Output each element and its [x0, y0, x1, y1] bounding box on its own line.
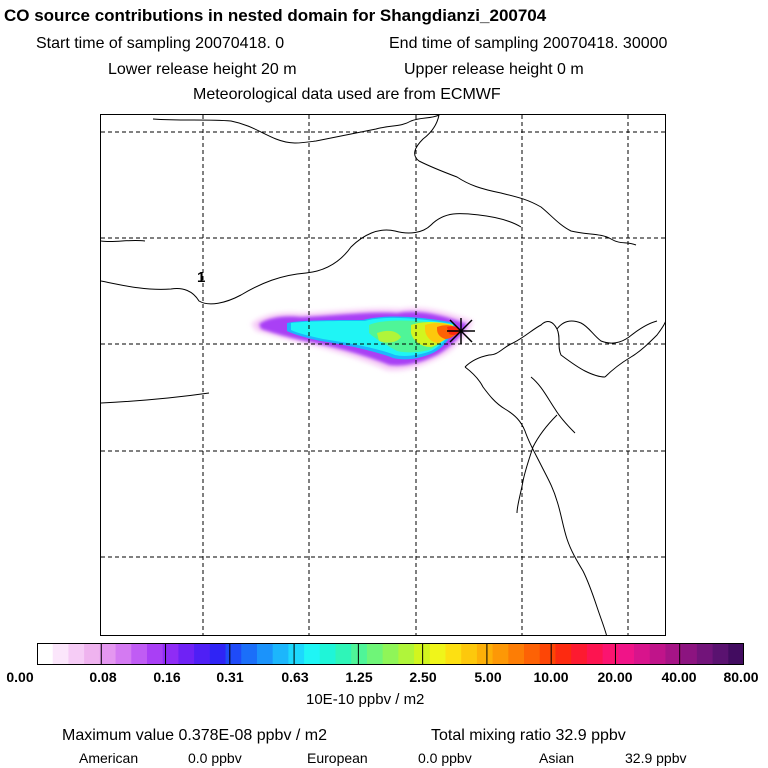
total-mixing-ratio-text: Total mixing ratio 32.9 ppbv [431, 727, 626, 744]
colorbar-tick: 1.25 [345, 669, 373, 685]
map-canvas: 1 [101, 115, 665, 635]
colorbar-unit: 10E-10 ppbv / m2 [306, 691, 425, 708]
colorbar-tick: 0.63 [281, 669, 309, 685]
colorbar-scale [37, 643, 745, 665]
receptor-marker [447, 318, 475, 344]
colorbar-swatch [351, 643, 368, 665]
colorbar-swatch [366, 643, 384, 665]
colorbar-swatch [461, 643, 478, 665]
colorbar-swatch [304, 643, 321, 665]
colorbar-swatch [241, 643, 258, 665]
start-time-text: Start time of sampling 20070418. 0 [36, 35, 285, 52]
graticule [101, 115, 665, 635]
colorbar-tick: 2.50 [409, 669, 437, 685]
colorbar-swatch [712, 643, 729, 665]
colorbar-swatch [272, 643, 289, 665]
map-panel: 1 [100, 114, 666, 636]
colorbar-tick: 0.00 [6, 669, 34, 685]
colorbar-tick: 80.00 [723, 669, 759, 685]
colorbar-swatch [524, 643, 541, 665]
colorbar-swatch [194, 643, 211, 665]
map-marker-label: 1 [197, 269, 205, 286]
american-label: American [79, 750, 139, 766]
american-value: 0.0 ppbv [188, 750, 242, 766]
colorbar-swatch [728, 643, 745, 665]
colorbar-swatch [398, 643, 415, 665]
european-label: European [307, 750, 368, 766]
colorbar-swatch [539, 643, 557, 665]
colorbar-tick: 0.08 [89, 669, 117, 685]
colorbar-swatch [618, 643, 635, 665]
colorbar-tick: 10.00 [533, 669, 569, 685]
colorbar-swatch [68, 643, 85, 665]
asian-value: 32.9 ppbv [625, 750, 687, 766]
colorbar-swatch [508, 643, 525, 665]
plot-title: CO source contributions in nested domain… [4, 6, 547, 25]
colorbar-swatch [335, 643, 352, 665]
upper-release-text: Upper release height 0 m [404, 61, 584, 78]
colorbar-swatch [665, 643, 682, 665]
colorbar-tick: 20.00 [597, 669, 633, 685]
colorbar-swatch [555, 643, 572, 665]
colorbar-tick: 40.00 [661, 669, 697, 685]
european-value: 0.0 ppbv [418, 750, 472, 766]
coastlines [101, 115, 665, 635]
colorbar-swatch [84, 643, 101, 665]
colorbar-swatch [382, 643, 399, 665]
colorbar-swatch [634, 643, 651, 665]
colorbar-swatch [288, 643, 305, 665]
colorbar-swatch [445, 643, 462, 665]
colorbar-swatch [649, 643, 667, 665]
colorbar-tick: 0.31 [216, 669, 244, 685]
colorbar-swatch [52, 643, 70, 665]
colorbar-tick: 5.00 [474, 669, 502, 685]
colorbar-swatch [602, 643, 619, 665]
colorbar-swatch [696, 643, 714, 665]
asian-label: Asian [539, 750, 575, 766]
colorbar-swatch [571, 643, 588, 665]
end-time-text: End time of sampling 20070418. 30000 [389, 35, 668, 52]
colorbar-swatch [162, 643, 179, 665]
colorbar-swatch [115, 643, 132, 665]
colorbar-swatch [178, 643, 195, 665]
maximum-value-text: Maximum value 0.378E-08 ppbv / m2 [62, 727, 328, 744]
colorbar-border [37, 643, 744, 665]
colorbar-swatch [225, 643, 242, 665]
colorbar-swatch [256, 643, 274, 665]
colorbar-swatch [586, 643, 604, 665]
colorbar-tick: 0.16 [153, 669, 181, 685]
concentration-plume [251, 307, 473, 371]
colorbar-swatch [429, 643, 447, 665]
colorbar-swatch [476, 643, 494, 665]
colorbar [37, 643, 745, 665]
colorbar-swatch [492, 643, 509, 665]
colorbar-swatch [209, 643, 227, 665]
colorbar-swatch [131, 643, 148, 665]
colorbar-swatch [146, 643, 164, 665]
colorbar-swatch [37, 643, 54, 665]
colorbar-swatch [681, 643, 698, 665]
colorbar-swatch [99, 643, 117, 665]
colorbar-swatch [319, 643, 337, 665]
lower-release-text: Lower release height 20 m [108, 61, 297, 78]
meteo-source-text: Meteorological data used are from ECMWF [193, 86, 501, 103]
